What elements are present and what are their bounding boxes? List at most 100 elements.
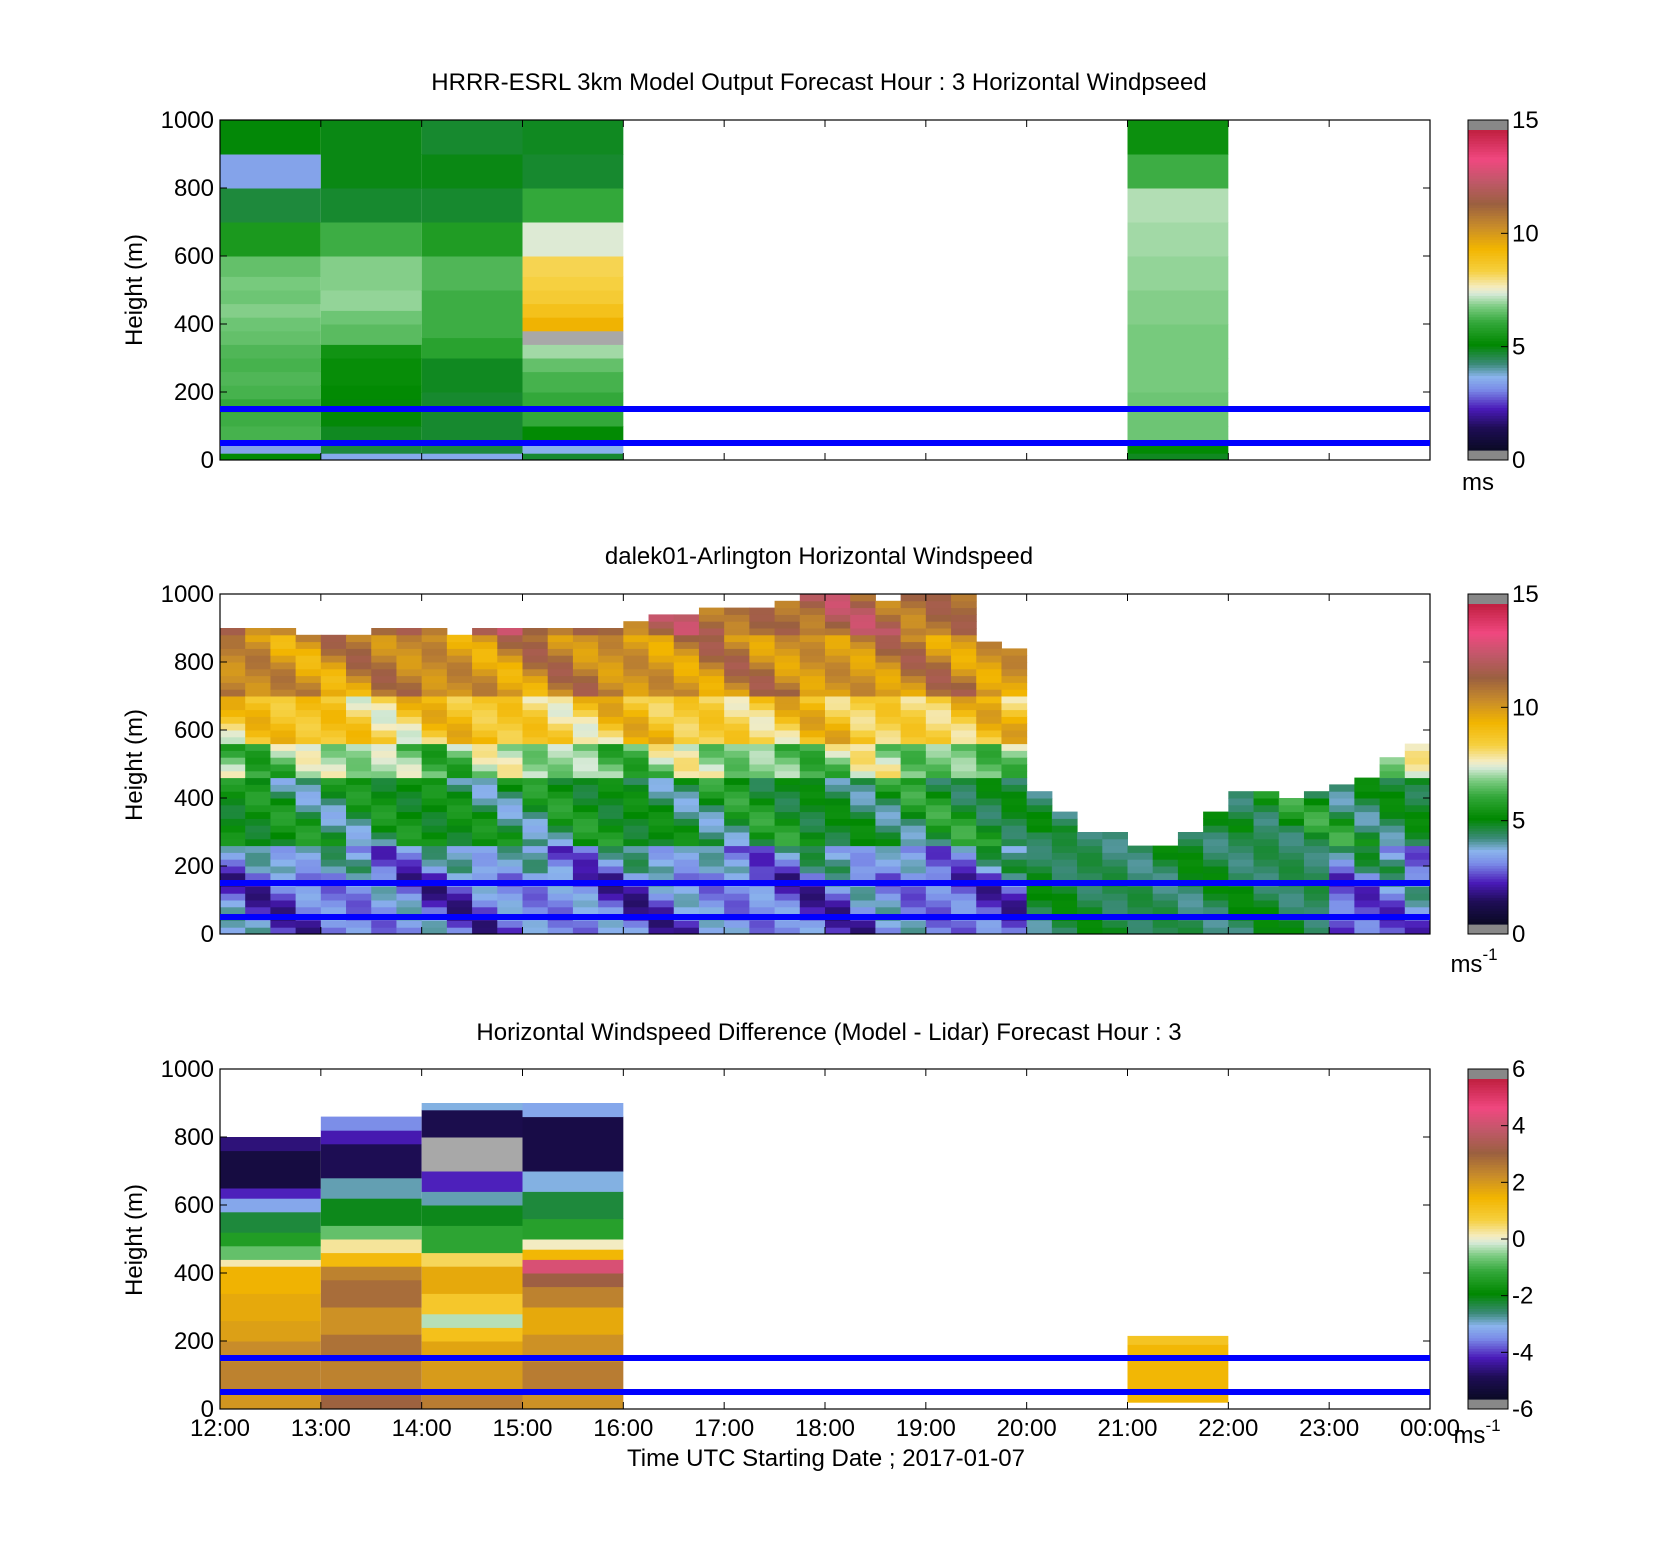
heatmap-cell [371,648,397,656]
heatmap-cell [245,804,271,813]
heatmap-cell [749,716,776,724]
colorbar-swatch [1468,218,1508,222]
heatmap-cell [623,743,650,751]
heatmap-cell [220,1245,321,1260]
heatmap-cell [673,804,700,813]
heatmap-cell [900,906,927,915]
heatmap-cell [245,662,271,670]
colorbar-swatch [1468,1183,1508,1187]
colorbar-tick-label: 15 [1512,581,1539,608]
heatmap-cell [220,628,246,636]
colorbar-swatch [1468,718,1508,722]
colorbar-swatch [1468,250,1508,254]
colorbar-swatch [1468,1105,1508,1109]
heatmap-cell [421,453,523,460]
colorbar-swatch [1468,785,1508,789]
heatmap-cell [825,818,851,826]
heatmap-cell [472,716,498,724]
heatmap-cell [1379,852,1406,860]
heatmap-cell [346,689,372,697]
heatmap-cell [572,852,599,860]
heatmap-cell [875,682,902,690]
heatmap-cell [320,730,347,738]
heatmap-cell [421,709,448,717]
heatmap-cell [522,655,549,663]
heatmap-cell [1278,893,1305,901]
heatmap-cell [1203,859,1229,867]
heatmap-cell [547,634,574,643]
heatmap-cell [825,668,851,677]
heatmap-cell [421,290,523,339]
heatmap-cell [1354,791,1381,799]
heatmap-cell [925,920,952,928]
heatmap-cell [1102,920,1128,928]
heatmap-cell [497,668,523,677]
heatmap-cell [245,750,271,758]
heatmap-cell [749,893,776,901]
heatmap-cell [799,634,826,643]
heatmap-cell [825,716,851,724]
heatmap-cell [1152,927,1179,934]
heatmap-cell [749,709,776,717]
heatmap-cell [1001,845,1028,853]
heatmap-cell [1303,886,1330,894]
heatmap-cell [1051,818,1078,826]
heatmap-cell [346,757,372,765]
heatmap-cell [572,811,599,819]
heatmap-cell [320,1198,422,1226]
heatmap-cell [547,927,574,934]
heatmap-cell [623,621,650,629]
heatmap-cell [245,784,271,792]
heatmap-cell [371,825,397,833]
colorbar-swatch [1468,684,1508,688]
heatmap-cell [598,641,624,649]
heatmap-cell [1379,906,1406,915]
heatmap-cell [976,641,1002,649]
heatmap-cell [472,886,498,894]
heatmap-cell [648,614,675,622]
heatmap-cell [1152,872,1179,881]
heatmap-cell [698,893,725,901]
colorbar-swatch [1468,212,1508,216]
heatmap-cell [572,689,599,697]
heatmap-cell [951,784,977,792]
heatmap-cell [320,675,347,683]
colorbar-swatch [1468,354,1508,358]
heatmap-cell [547,859,574,867]
heatmap-cell [421,886,448,894]
heatmap-cell [421,900,448,908]
heatmap-cell [295,866,322,874]
heatmap-cell [522,634,549,643]
heatmap-cell [698,825,725,833]
heatmap-cell [850,675,876,683]
heatmap-cell [421,818,448,826]
heatmap-cell [799,628,826,636]
heatmap-cell [346,859,372,867]
heatmap-cell [245,764,271,772]
heatmap-cell [850,866,876,874]
heatmap-cell [648,668,675,677]
heatmap-cell [1127,872,1154,881]
heatmap-cell [245,628,271,636]
colorbar-swatch [1468,766,1508,770]
colorbar-swatch [1468,726,1508,730]
heatmap-cell [371,634,397,643]
colorbar-tick-label: 0 [1512,1226,1525,1253]
heatmap-cell [396,736,423,745]
heatmap-cell [598,798,624,806]
heatmap-cell [220,845,246,853]
heatmap-cell [547,743,574,751]
heatmap-cell [295,777,322,785]
heatmap-cell [1026,832,1053,840]
heatmap-cell [825,750,851,758]
heatmap-cell [245,702,271,711]
heatmap-cell [446,825,473,833]
heatmap-cell [320,784,347,792]
heatmap-cell [497,628,523,636]
heatmap-cell [598,736,624,745]
heatmap-cell [497,702,523,711]
colorbar-swatch [1468,692,1508,696]
heatmap-cell [875,845,902,853]
heatmap-cell [673,872,700,881]
